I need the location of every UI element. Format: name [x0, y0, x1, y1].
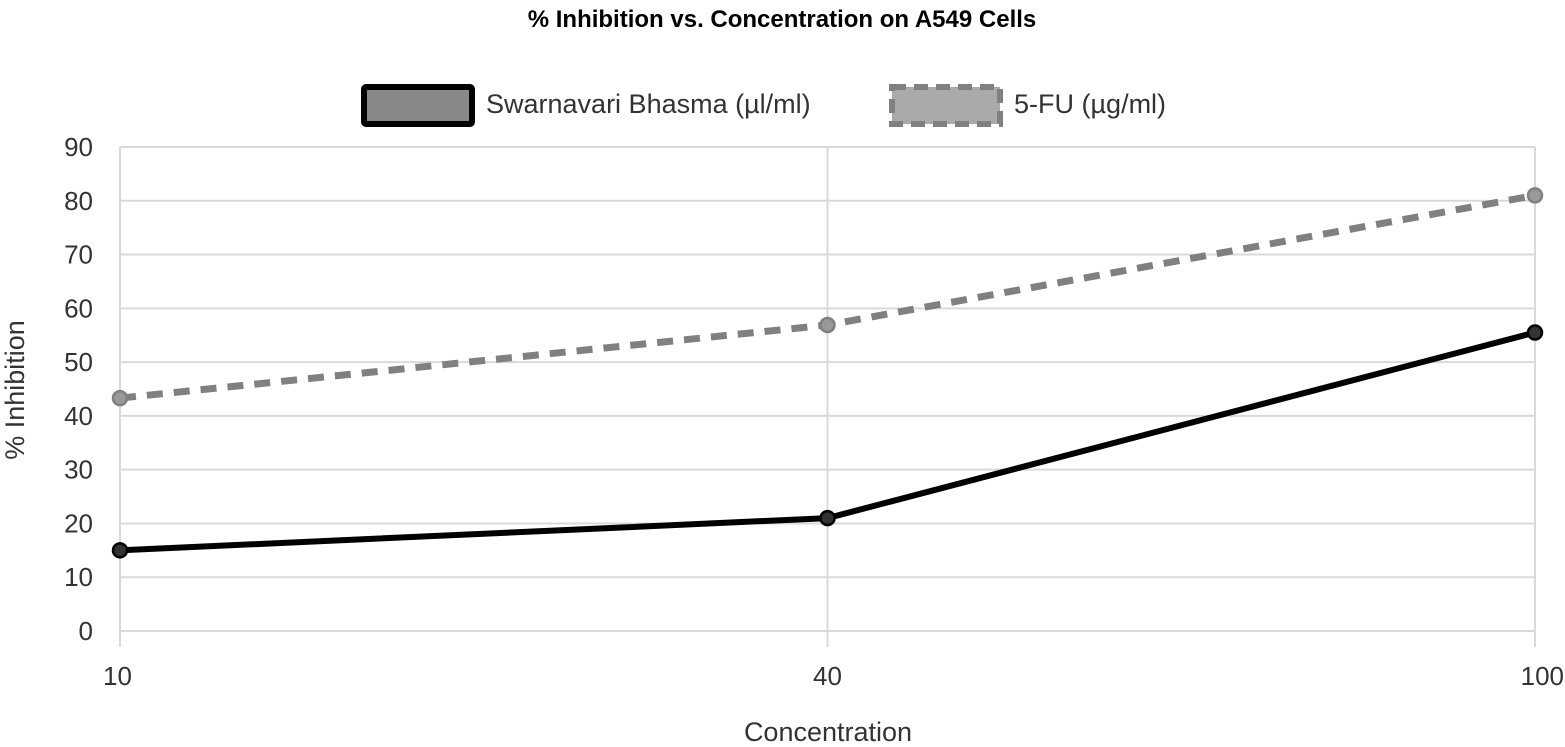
data-point-swarnavari[interactable]	[1526, 324, 1544, 341]
y-tick-label: 70	[64, 240, 93, 270]
legend: Swarnavari Bhasma (µl/ml) 5-FU (µg/ml)	[361, 84, 1166, 127]
x-tick-label: 40	[813, 661, 842, 691]
legend-swatch-swarnavari	[361, 84, 475, 127]
legend-item-swarnavari[interactable]: Swarnavari Bhasma (µl/ml)	[361, 84, 811, 127]
data-point-5fu[interactable]	[819, 316, 836, 334]
data-point-5fu[interactable]	[111, 389, 129, 407]
x-tick-label: 10	[103, 661, 132, 691]
y-tick-label: 90	[64, 132, 93, 162]
y-tick-label: 10	[64, 562, 93, 592]
data-point-swarnavari[interactable]	[111, 542, 129, 559]
legend-swatch-5fu	[889, 84, 1003, 127]
gridlines	[119, 146, 1536, 647]
x-axis-ticks: 10 40 100	[103, 661, 1564, 691]
y-axis-ticks: 0 10 20 30 40 50 60 70 80 90	[64, 132, 93, 646]
y-tick-label: 40	[64, 401, 93, 431]
data-point-swarnavari[interactable]	[819, 509, 836, 527]
y-tick-label: 50	[64, 347, 93, 377]
y-tick-label: 20	[64, 508, 93, 538]
chart-title: % Inhibition vs. Concentration on A549 C…	[528, 6, 1037, 33]
x-axis-title: Concentration	[744, 717, 912, 747]
series-points	[111, 187, 1544, 559]
data-point-5fu[interactable]	[1526, 187, 1544, 204]
y-tick-label: 0	[79, 616, 93, 646]
y-axis-title: % Inhibition	[0, 320, 30, 460]
y-tick-label: 80	[64, 186, 93, 216]
y-tick-label: 30	[64, 455, 93, 485]
x-tick-label: 100	[1521, 661, 1564, 691]
legend-item-5fu[interactable]: 5-FU (µg/ml)	[889, 84, 1166, 127]
legend-label-swarnavari: Swarnavari Bhasma (µl/ml)	[486, 89, 811, 119]
y-tick-label: 60	[64, 293, 93, 323]
legend-label-5fu: 5-FU (µg/ml)	[1014, 89, 1166, 119]
